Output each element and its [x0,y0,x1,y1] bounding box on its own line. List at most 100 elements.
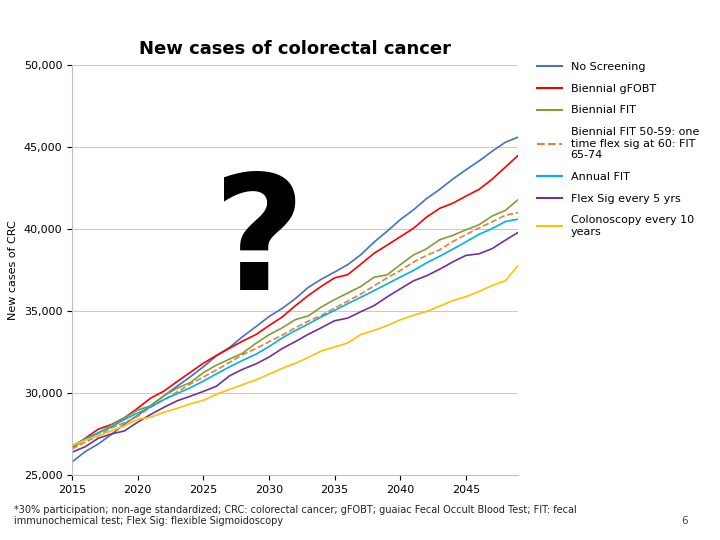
No Screening [265,313,274,320]
Biennial FIT [107,422,116,428]
Annual FIT [212,370,221,377]
Annual FIT [120,416,129,423]
Biennial FIT 50-59: one
time flex sig at 60: FIT
65-74: (2.05e+03, 4.04e+04): one time flex sig at 60: FIT 65-74: (2.0… [488,219,497,225]
Biennial FIT [488,213,497,219]
Annual FIT [514,216,523,222]
Biennial gFOBT [474,186,483,193]
Colonoscopy every 10
years [278,365,287,372]
Biennial FIT [133,407,142,414]
Biennial FIT [369,274,378,281]
Biennial gFOBT [291,302,300,309]
Biennial gFOBT [81,435,89,442]
Flex Sig every 5 yrs [133,419,142,426]
Biennial FIT [278,325,287,331]
Biennial FIT 50-59: one
time flex sig at 60: FIT
65-74: (2.04e+03, 3.87e+04): one time flex sig at 60: FIT 65-74: (2.0… [436,247,444,253]
Biennial FIT [317,303,325,310]
No Screening [199,363,207,370]
Biennial FIT 50-59: one
time flex sig at 60: FIT
65-74: (2.02e+03, 2.79e+04): one time flex sig at 60: FIT 65-74: (2.0… [107,425,116,431]
No Screening [462,167,470,173]
Flex Sig every 5 yrs [514,229,523,235]
Biennial gFOBT [238,338,247,345]
No Screening [501,139,510,146]
Biennial FIT 50-59: one
time flex sig at 60: FIT
65-74: (2.02e+03, 3.05e+04): one time flex sig at 60: FIT 65-74: (2.0… [186,381,194,387]
No Screening [449,176,457,183]
No Screening [278,305,287,312]
Biennial FIT 50-59: one
time flex sig at 60: FIT
65-74: (2.02e+03, 3.1e+04): one time flex sig at 60: FIT 65-74: (2.0… [199,374,207,380]
Biennial FIT 50-59: one
time flex sig at 60: FIT
65-74: (2.04e+03, 3.92e+04): one time flex sig at 60: FIT 65-74: (2.0… [449,238,457,245]
Flex Sig every 5 yrs [146,411,155,417]
Annual FIT [317,314,325,320]
No Screening [409,207,418,213]
Annual FIT [94,429,102,436]
Annual FIT [173,390,181,397]
Biennial FIT [146,402,155,409]
Annual FIT [383,281,392,287]
Biennial FIT 50-59: one
time flex sig at 60: FIT
65-74: (2.02e+03, 3.01e+04): one time flex sig at 60: FIT 65-74: (2.0… [173,389,181,395]
Biennial gFOBT [68,444,76,450]
No Screening [436,186,444,193]
Annual FIT [330,307,339,314]
Biennial FIT [436,237,444,243]
Biennial FIT [265,332,274,338]
Flex Sig every 5 yrs [436,266,444,273]
Colonoscopy every 10
years [396,316,405,323]
Biennial FIT 50-59: one
time flex sig at 60: FIT
65-74: (2.03e+03, 3.44e+04): one time flex sig at 60: FIT 65-74: (2.0… [304,318,312,325]
Flex Sig every 5 yrs [173,397,181,404]
Annual FIT [265,343,274,350]
Annual FIT [462,239,470,245]
Biennial FIT 50-59: one
time flex sig at 60: FIT
65-74: (2.03e+03, 3.31e+04): one time flex sig at 60: FIT 65-74: (2.0… [265,339,274,345]
Biennial FIT 50-59: one
time flex sig at 60: FIT
65-74: (2.05e+03, 4.01e+04): one time flex sig at 60: FIT 65-74: (2.0… [474,225,483,231]
Biennial gFOBT [343,272,352,278]
Annual FIT [81,436,89,442]
Biennial gFOBT [133,405,142,411]
Flex Sig every 5 yrs [225,373,234,379]
Annual FIT [422,260,431,266]
Colonoscopy every 10
years [212,391,221,397]
Flex Sig every 5 yrs [238,366,247,373]
Flex Sig every 5 yrs [68,449,76,455]
Flex Sig every 5 yrs [488,245,497,252]
Colonoscopy every 10
years [304,354,312,361]
Colonoscopy every 10
years [225,386,234,393]
No Screening [81,448,89,455]
Colonoscopy every 10
years [436,303,444,309]
Colonoscopy every 10
years [133,416,142,423]
Annual FIT [436,253,444,260]
Biennial gFOBT [225,345,234,352]
Biennial gFOBT [251,332,260,338]
No Screening [474,158,483,164]
Biennial FIT 50-59: one
time flex sig at 60: FIT
65-74: (2.02e+03, 2.66e+04): one time flex sig at 60: FIT 65-74: (2.0… [68,446,76,452]
Annual FIT [474,231,483,238]
Line: Flex Sig every 5 yrs: Flex Sig every 5 yrs [72,232,518,452]
Line: Colonoscopy every 10
years: Colonoscopy every 10 years [72,265,518,446]
Annual FIT [449,246,457,252]
Biennial FIT 50-59: one
time flex sig at 60: FIT
65-74: (2.05e+03, 4.1e+04): one time flex sig at 60: FIT 65-74: (2.0… [514,210,523,216]
Biennial FIT 50-59: one
time flex sig at 60: FIT
65-74: (2.03e+03, 3.14e+04): one time flex sig at 60: FIT 65-74: (2.0… [212,367,221,373]
Biennial gFOBT [383,242,392,248]
Biennial gFOBT [186,369,194,376]
No Screening [343,261,352,268]
Flex Sig every 5 yrs [422,273,431,279]
Annual FIT [199,378,207,384]
No Screening [330,269,339,275]
Biennial gFOBT [422,214,431,220]
Colonoscopy every 10
years [514,262,523,268]
Biennial FIT [501,207,510,214]
Biennial FIT 50-59: one
time flex sig at 60: FIT
65-74: (2.04e+03, 3.8e+04): one time flex sig at 60: FIT 65-74: (2.0… [409,259,418,265]
Biennial gFOBT [173,379,181,385]
No Screening [422,195,431,202]
Biennial FIT [291,316,300,323]
Flex Sig every 5 yrs [199,388,207,395]
Biennial FIT 50-59: one
time flex sig at 60: FIT
65-74: (2.04e+03, 3.97e+04): one time flex sig at 60: FIT 65-74: (2.0… [462,231,470,238]
Flex Sig every 5 yrs [409,278,418,284]
No Screening [186,374,194,380]
Biennial FIT [462,227,470,233]
Biennial FIT [514,196,523,202]
Flex Sig every 5 yrs [449,259,457,265]
Line: Biennial FIT: Biennial FIT [72,199,518,449]
Biennial FIT [304,313,312,319]
Flex Sig every 5 yrs [383,294,392,300]
Biennial FIT 50-59: one
time flex sig at 60: FIT
65-74: (2.04e+03, 3.65e+04): one time flex sig at 60: FIT 65-74: (2.0… [369,282,378,289]
Annual FIT [501,218,510,225]
Colonoscopy every 10
years [383,322,392,329]
